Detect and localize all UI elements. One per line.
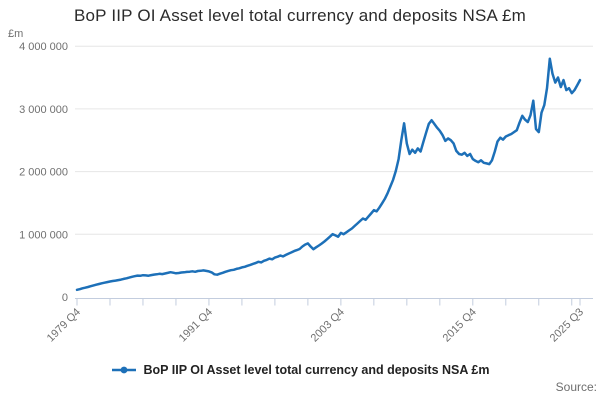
chart-title: BoP IIP OI Asset level total currency an…	[73, 6, 527, 25]
x-tick-label: 2025 Q3	[548, 306, 586, 344]
legend-label: BoP IIP OI Asset level total currency an…	[143, 363, 490, 377]
y-tick-label: 0	[62, 292, 68, 304]
legend-line-marker-icon	[111, 366, 136, 374]
y-tick-label: 4 000 000	[19, 41, 68, 53]
legend: BoP IIP OI Asset level total currency an…	[0, 363, 600, 377]
series-line	[75, 57, 582, 292]
x-tick-label: 1991 Q4	[177, 306, 215, 344]
y-tick-label: 3 000 000	[19, 104, 68, 116]
x-tick-label: 2015 Q4	[441, 306, 479, 344]
y-axis-unit-label: £m	[8, 28, 24, 40]
x-tick-label: 2003 Q4	[309, 306, 347, 344]
y-tick-label: 2 000 000	[19, 167, 68, 179]
source-label: Source:	[555, 380, 597, 394]
y-tick-label: 1 000 000	[19, 229, 68, 241]
x-tick-label: 1979 Q4	[45, 306, 83, 344]
